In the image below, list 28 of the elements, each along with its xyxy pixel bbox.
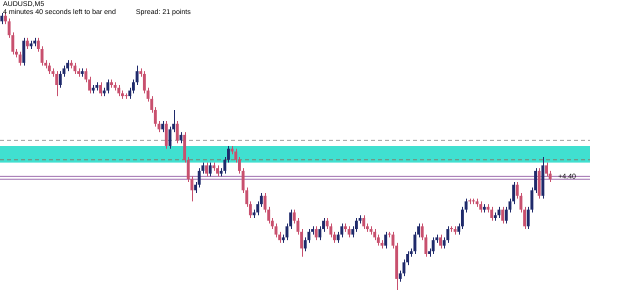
candlestick bbox=[179, 132, 182, 144]
candlestick bbox=[18, 51, 22, 66]
candlestick bbox=[501, 206, 504, 224]
candlestick bbox=[55, 70, 58, 97]
candlestick bbox=[498, 206, 500, 218]
candlestick bbox=[58, 70, 62, 88]
candlestick bbox=[432, 236, 435, 254]
candlestick bbox=[373, 228, 376, 241]
candlestick bbox=[73, 62, 76, 74]
candlestick bbox=[161, 120, 164, 133]
candlestick bbox=[545, 162, 548, 177]
candlestick bbox=[314, 226, 318, 241]
candlestick bbox=[48, 62, 51, 74]
candlestick bbox=[168, 126, 172, 150]
candlestick bbox=[384, 231, 388, 249]
candlestick bbox=[0, 12, 4, 25]
candlestick bbox=[99, 82, 102, 97]
candlestick bbox=[176, 120, 179, 144]
candlestick bbox=[106, 78, 110, 94]
candlestick bbox=[205, 162, 208, 177]
candlestick bbox=[208, 162, 212, 177]
candlestick bbox=[490, 206, 494, 222]
candlestick bbox=[164, 120, 168, 150]
candlestick bbox=[117, 84, 120, 97]
candlestick bbox=[348, 226, 351, 238]
candlestick bbox=[439, 234, 442, 249]
candlestick bbox=[26, 37, 29, 50]
candlestick bbox=[216, 164, 219, 177]
